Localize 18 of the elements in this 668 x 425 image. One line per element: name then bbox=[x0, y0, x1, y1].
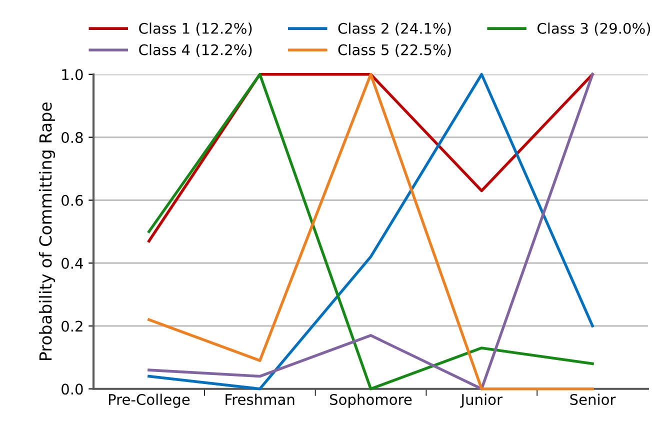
y-axis-title: Probability of Committing Rape bbox=[38, 102, 56, 360]
legend-label: Class 1 (12.2%) bbox=[139, 22, 252, 36]
y-tick-label: 0.8 bbox=[62, 132, 83, 144]
y-tick-label: 0.0 bbox=[62, 384, 83, 395]
y-tick-label: 0.6 bbox=[62, 194, 83, 206]
x-tick-label: Sophomore bbox=[330, 394, 412, 408]
legend-label: Class 3 (29.0%) bbox=[538, 22, 650, 36]
y-tick-label: 0.2 bbox=[62, 320, 82, 332]
x-tick-label: Freshman bbox=[226, 394, 294, 406]
legend-label: Class 4 (12.2%) bbox=[139, 44, 252, 57]
x-tick-label: Senior bbox=[570, 394, 616, 406]
x-tick-label: Pre-College bbox=[108, 394, 190, 408]
legend-label: Class 2 (24.1%) bbox=[338, 22, 451, 36]
x-tick-label: Junior bbox=[460, 394, 503, 408]
y-tick-label: 0.4 bbox=[62, 258, 83, 269]
y-tick-label: 1.0 bbox=[62, 69, 83, 80]
line-series bbox=[148, 72, 594, 390]
legend-label: Class 5 (22.5%) bbox=[338, 44, 451, 57]
